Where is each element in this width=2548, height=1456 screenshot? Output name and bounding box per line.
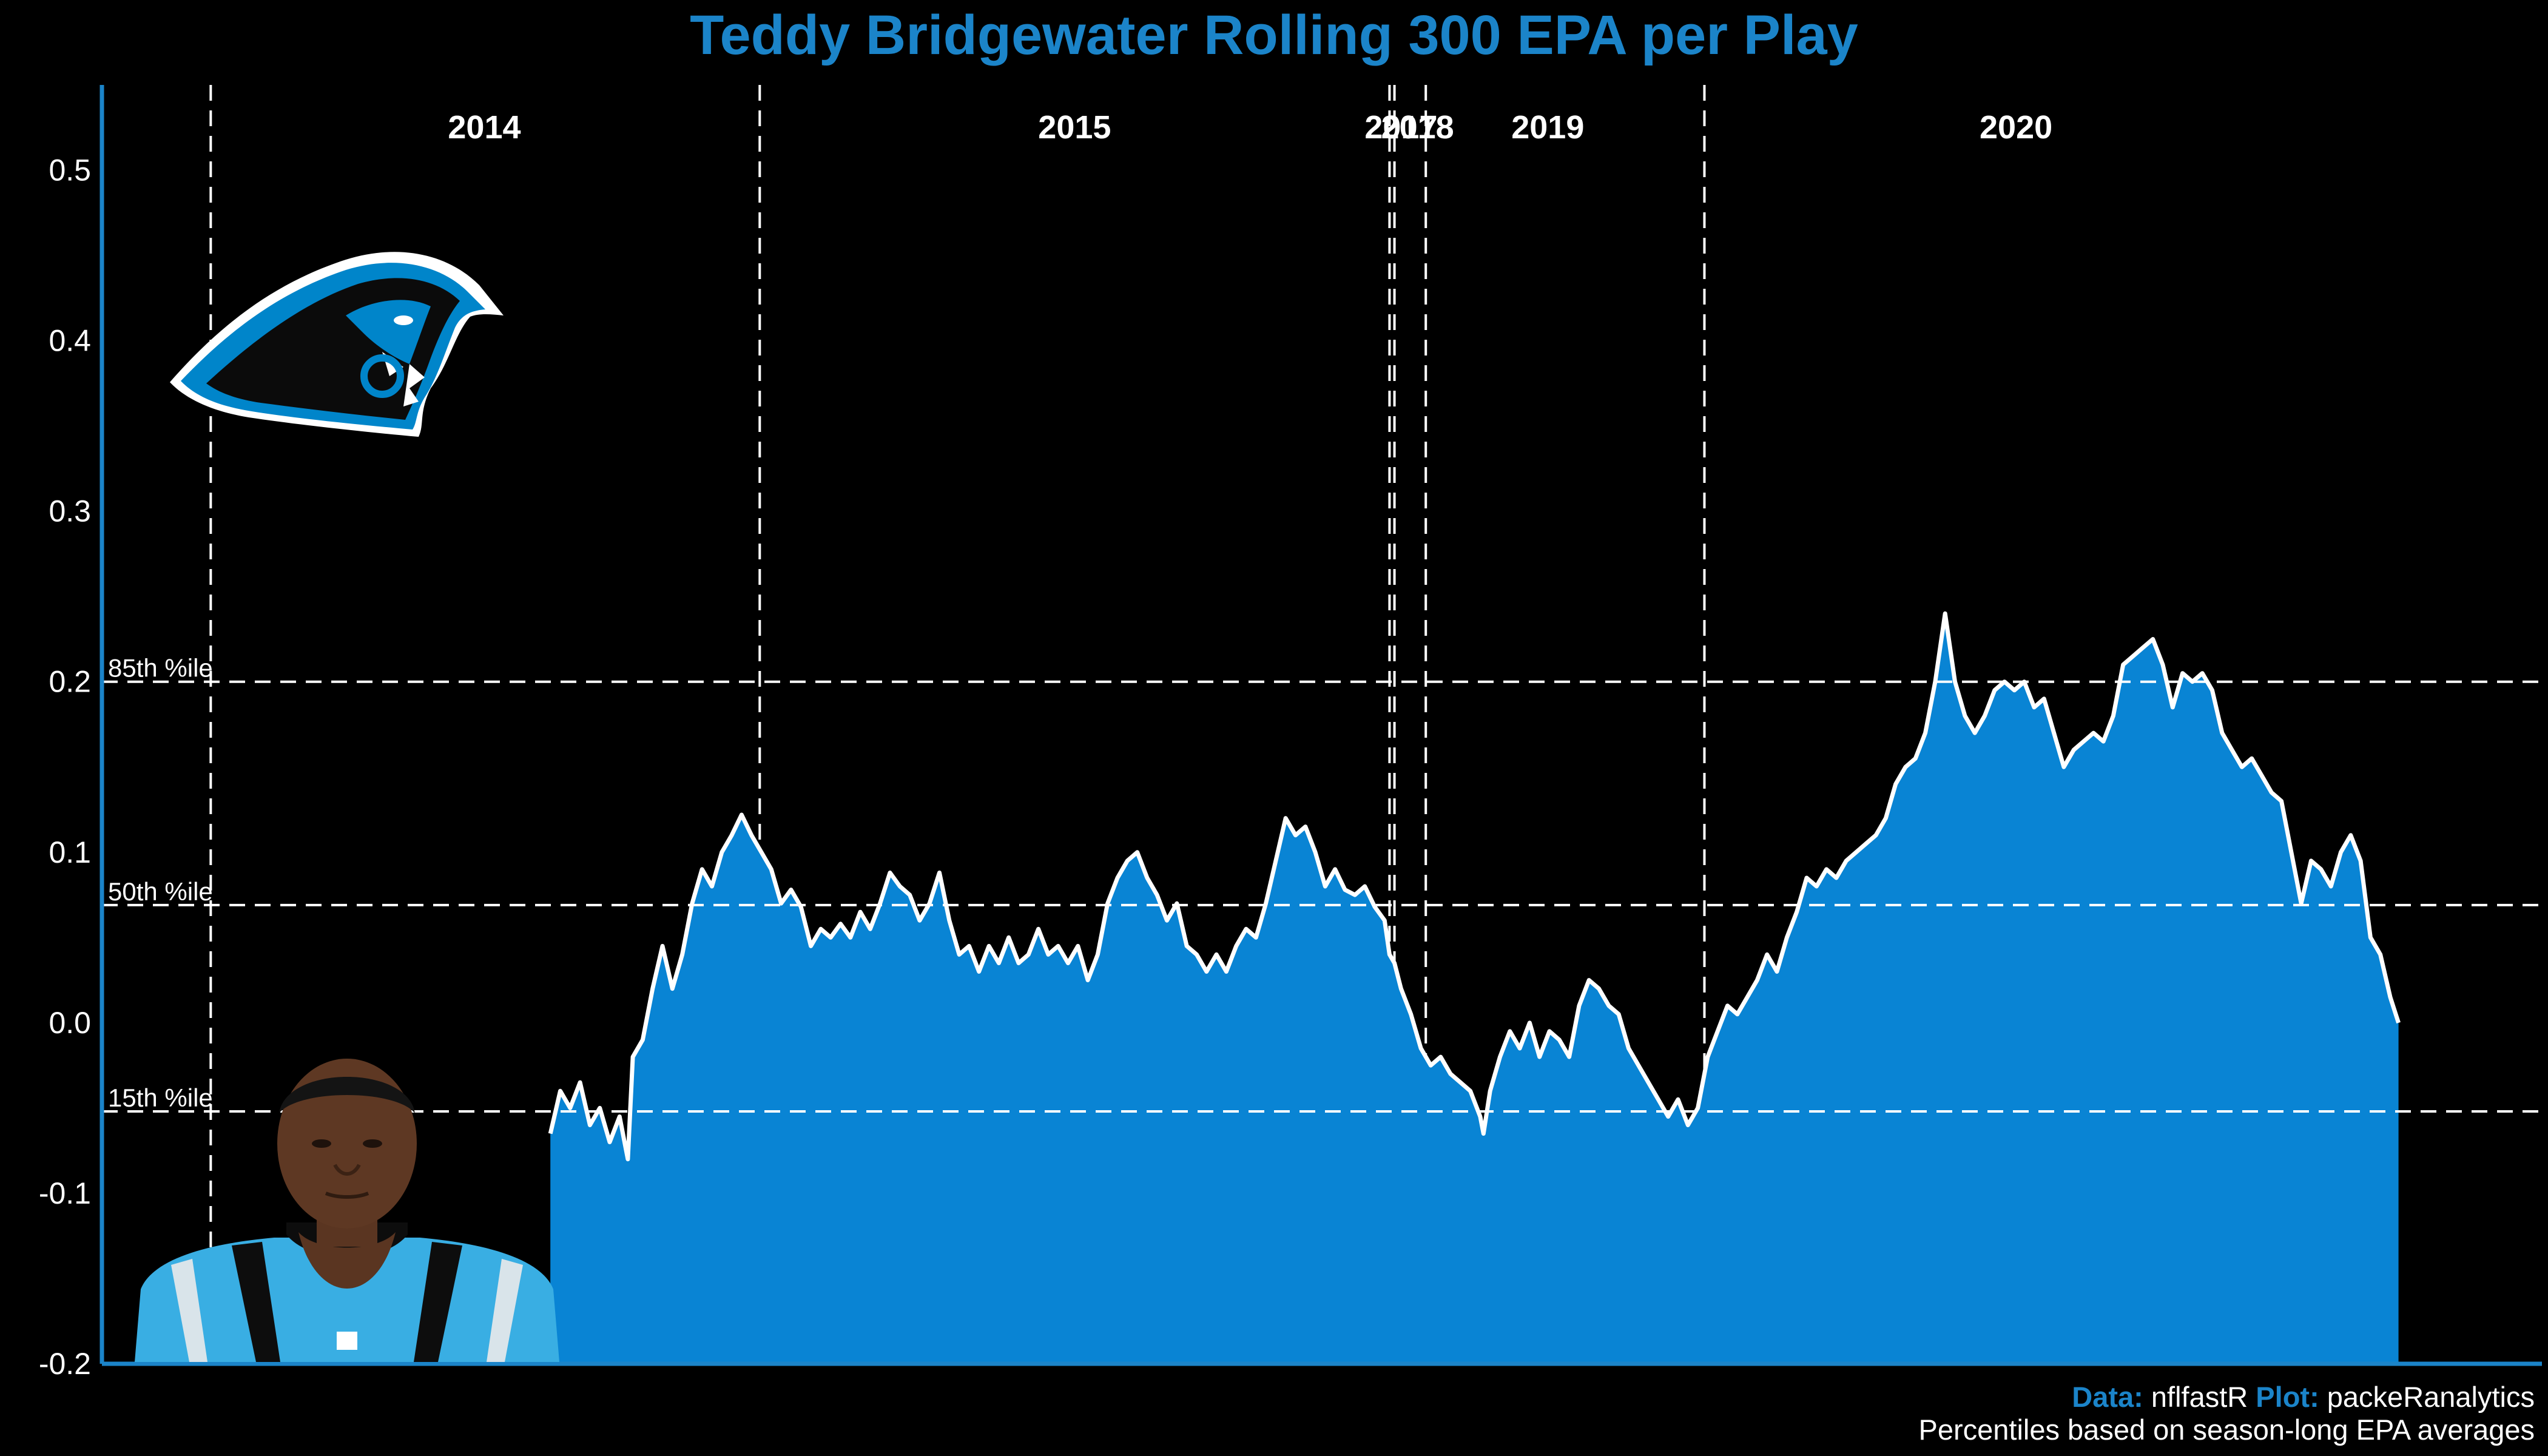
y-tick-label: -0.2 <box>39 1347 91 1381</box>
footnote: Percentiles based on season-long EPA ave… <box>1918 1414 2535 1446</box>
player-headshot <box>135 1059 559 1362</box>
percentile-label: 15th %ile <box>108 1084 213 1112</box>
epa-series <box>548 611 2401 1364</box>
season-label: 2015 <box>1038 109 1111 146</box>
guide-lines <box>209 85 1706 1364</box>
season-label: 2018 <box>1381 109 1454 146</box>
y-tick-label: 0.5 <box>49 153 91 187</box>
axes <box>99 85 2542 1366</box>
plot-author: packeRanalytics <box>2327 1381 2535 1413</box>
percentile-label: 85th %ile <box>108 654 213 682</box>
y-tick-label: 0.0 <box>49 1006 91 1040</box>
y-tick-label: -0.1 <box>39 1176 91 1210</box>
y-tick-label: 0.3 <box>49 494 91 528</box>
chart-title: Teddy Bridgewater Rolling 300 EPA per Pl… <box>690 4 1858 66</box>
chart-footer: Data: nflfastR Plot: packeRanalytics Per… <box>1918 1381 2535 1446</box>
y-tick-label: 0.2 <box>49 665 91 699</box>
epa-line <box>548 611 2401 1162</box>
y-tick-label: 0.4 <box>49 324 91 358</box>
y-tick-label: 0.1 <box>49 835 91 869</box>
chart-labels: 85th %ile 50th %ile 15th %ile -0.2 -0.1 0.0 0.… <box>39 109 2052 1381</box>
epa-area <box>550 613 2399 1364</box>
plot-label: Plot: <box>2256 1381 2319 1413</box>
season-label: 2020 <box>1980 109 2052 146</box>
panthers-logo <box>170 252 504 437</box>
data-source: nflfastR <box>2151 1381 2248 1413</box>
season-label: 2017 <box>1364 109 1437 146</box>
credits-line: Data: nflfastR Plot: packeRanalytics <box>1918 1381 2535 1414</box>
season-label: 2019 <box>1511 109 1584 146</box>
data-label: Data: <box>2072 1381 2143 1413</box>
percentile-label: 50th %ile <box>108 877 213 906</box>
season-label: 2014 <box>448 109 521 146</box>
